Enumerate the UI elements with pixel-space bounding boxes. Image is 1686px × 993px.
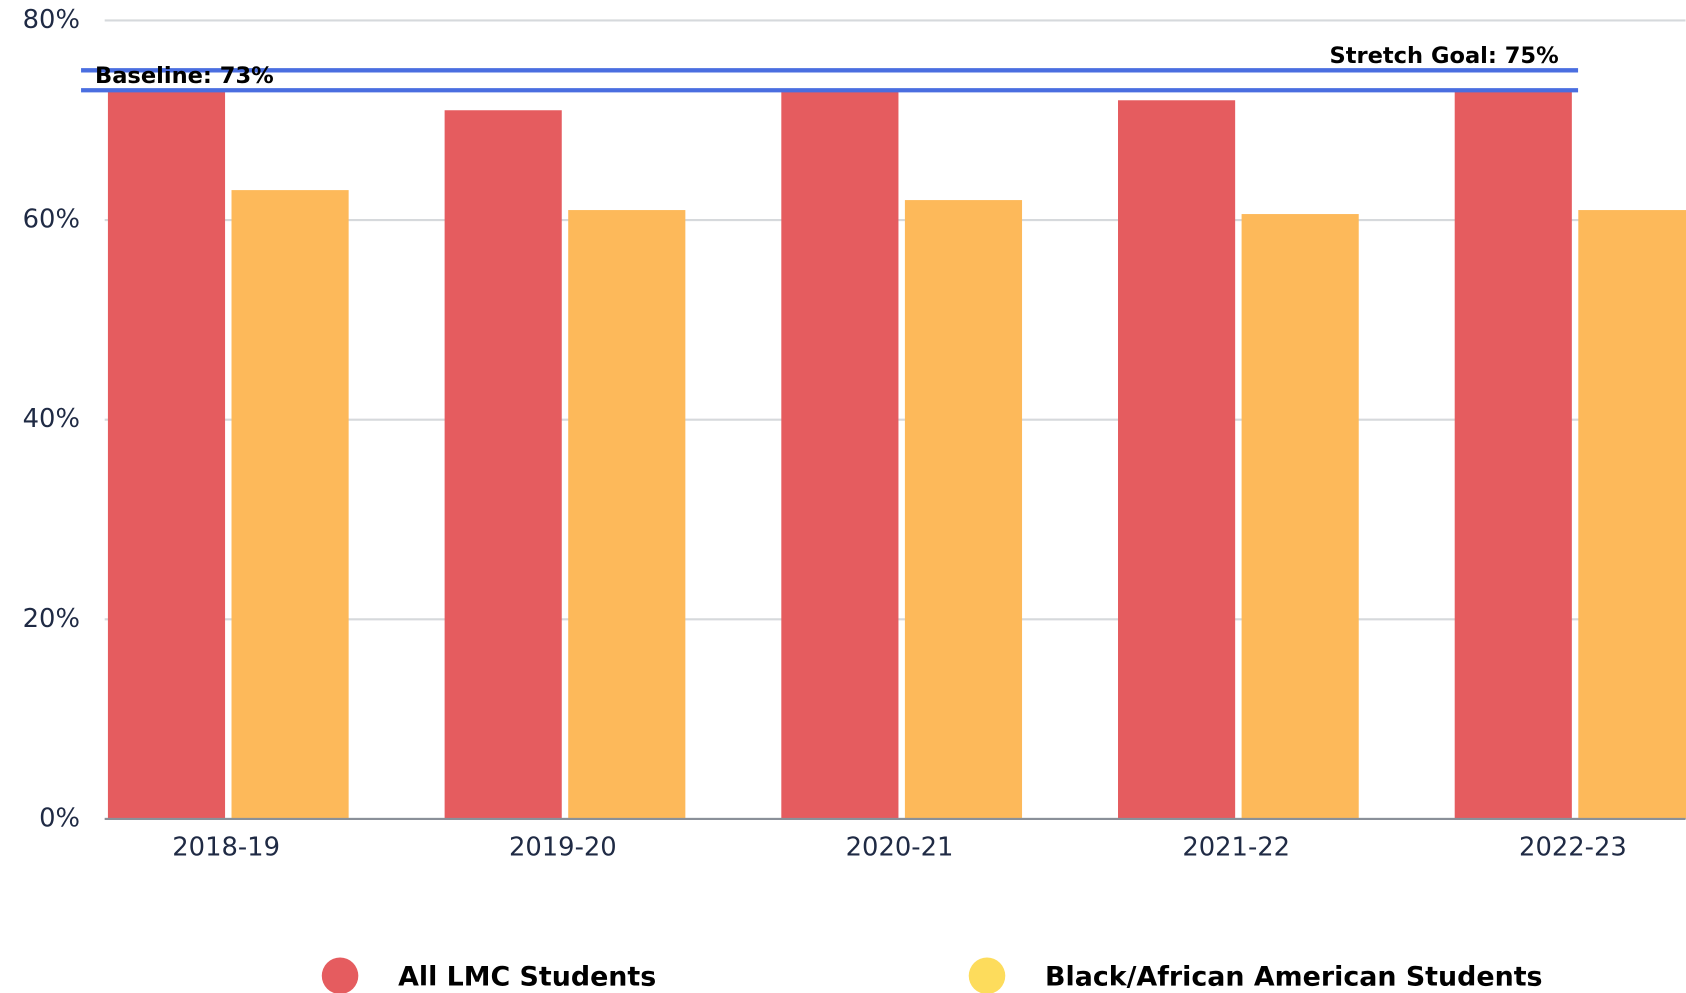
bar	[231, 190, 349, 819]
bar	[1578, 210, 1686, 819]
legend-label: Black/African American Students	[1045, 961, 1543, 992]
bar	[107, 90, 226, 819]
legend-swatch	[321, 957, 359, 993]
y-tick-label: 60%	[23, 205, 80, 235]
legend-swatch	[968, 957, 1006, 993]
bar	[568, 210, 686, 819]
x-tick-label: 2022-23	[1519, 832, 1627, 862]
x-tick-label: 2021-22	[1182, 832, 1290, 862]
reference-label: Baseline: 73%	[95, 63, 274, 89]
bar	[1241, 214, 1359, 819]
y-tick-label: 0%	[39, 803, 80, 833]
y-tick-label: 40%	[23, 404, 80, 434]
x-tick-label: 2018-19	[172, 832, 280, 862]
x-tick-label: 2019-20	[509, 832, 617, 862]
bar	[1454, 90, 1572, 819]
bar	[904, 200, 1023, 819]
legend-label: All LMC Students	[398, 961, 656, 992]
bar	[444, 110, 562, 819]
bar	[1118, 100, 1236, 819]
bar	[781, 90, 899, 819]
y-tick-label: 20%	[23, 604, 80, 634]
y-tick-label: 80%	[23, 5, 80, 35]
x-tick-label: 2020-21	[846, 832, 954, 862]
reference-label: Stretch Goal: 75%	[1329, 43, 1558, 69]
